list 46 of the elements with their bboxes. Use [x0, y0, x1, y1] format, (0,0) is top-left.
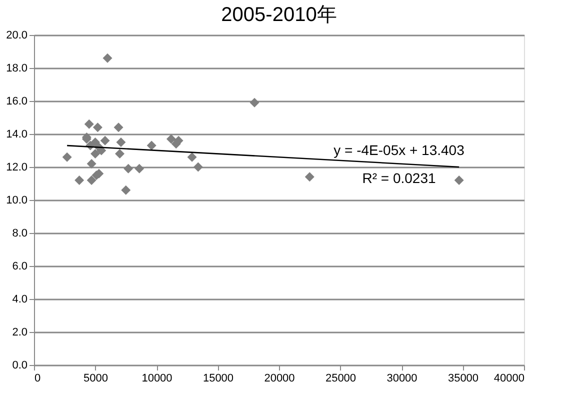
point: [115, 149, 124, 159]
annotation: R² = 0.0231: [362, 170, 436, 186]
x-tick-label: 25000: [325, 372, 356, 384]
point: [304, 172, 314, 182]
point: [84, 119, 94, 129]
point: [124, 164, 134, 174]
y-tick-label: 8.0: [12, 228, 28, 240]
point: [86, 158, 96, 168]
point: [90, 149, 100, 159]
y-tick-label: 14.0: [6, 128, 28, 140]
point: [116, 138, 126, 147]
point: [134, 164, 144, 174]
y-tick-label: 6.0: [12, 260, 28, 272]
point: [100, 136, 110, 146]
point: [187, 152, 197, 162]
point: [250, 98, 260, 108]
y-tick-label: 2.0: [12, 326, 28, 338]
annotation: y = -4E-05x + 13.403: [334, 142, 465, 158]
point: [90, 138, 100, 147]
x-tick-label: 35000: [448, 372, 479, 384]
x-tick-label: 20000: [264, 372, 295, 384]
y-tick-label: 12.0: [6, 162, 28, 174]
y-tick-label: 10.0: [6, 194, 28, 206]
point: [74, 175, 84, 185]
point: [86, 175, 96, 185]
point: [121, 185, 131, 195]
point: [146, 140, 156, 150]
x-tick-label: 30000: [386, 372, 418, 384]
point: [92, 122, 102, 132]
point: [102, 53, 112, 63]
x-tick-label: 0: [34, 372, 41, 384]
point: [166, 134, 176, 144]
y-tick-label: 20.0: [6, 30, 28, 42]
point: [114, 122, 124, 132]
x-tick-label: 40000: [494, 372, 524, 384]
point: [193, 162, 203, 172]
y-tick-label: 18.0: [6, 62, 28, 74]
chart-title: 2005-2010年: [221, 4, 337, 26]
point: [454, 175, 464, 185]
x-tick-label: 15000: [202, 372, 234, 384]
x-tick-label: 5000: [84, 372, 108, 384]
x-tick-label: 10000: [142, 372, 172, 384]
y-tick-label: 4.0: [12, 294, 28, 306]
y-tick-label: 16.0: [6, 96, 28, 108]
y-tick-label: 0.0: [12, 360, 28, 372]
point: [62, 152, 72, 162]
